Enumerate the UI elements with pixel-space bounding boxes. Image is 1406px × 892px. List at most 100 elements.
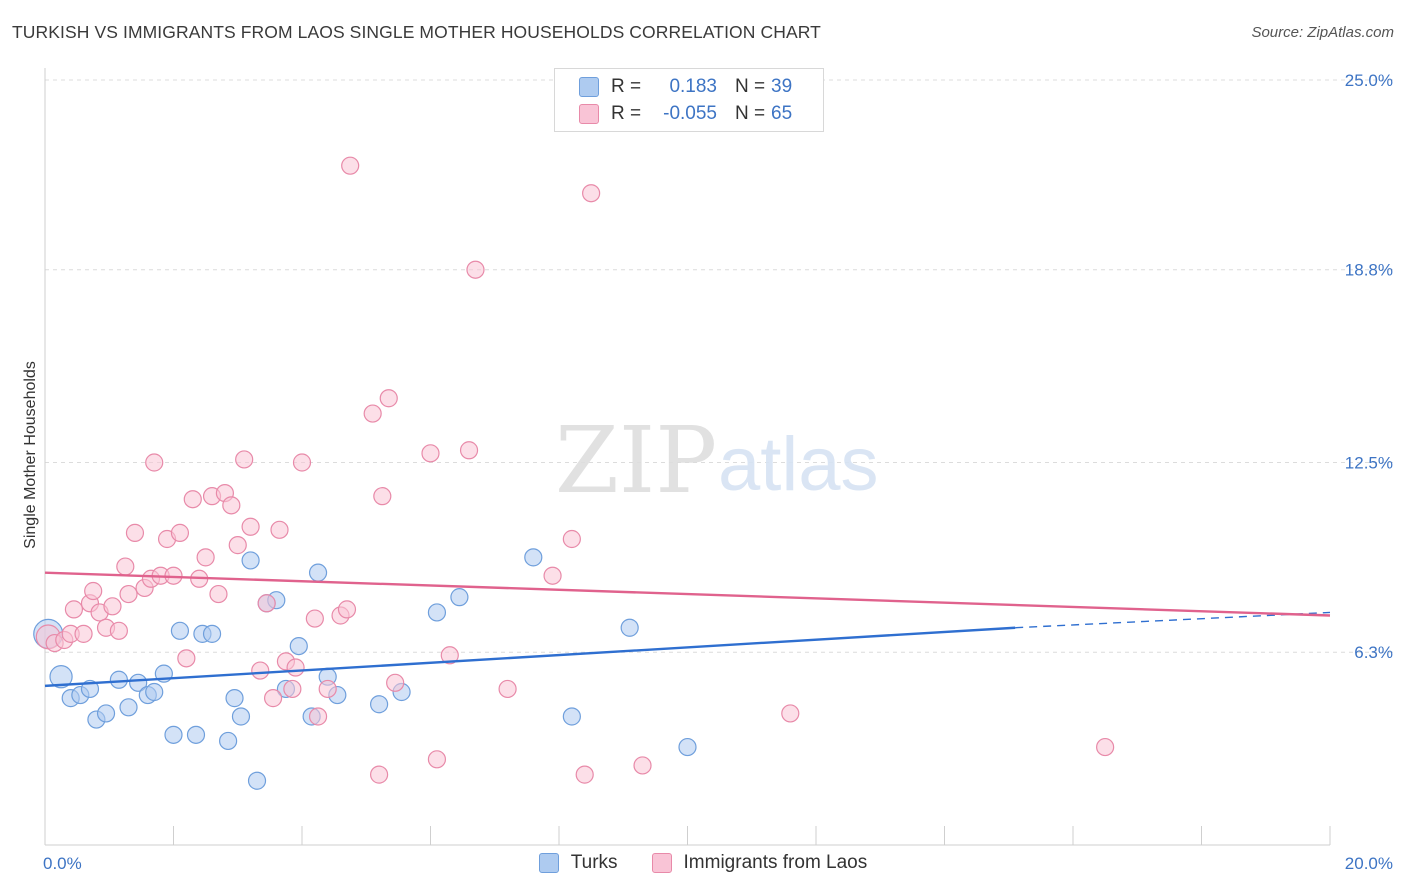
trend-lines [44,571,1331,688]
data-point-laos [337,600,357,619]
series-laos-points [35,156,1115,784]
data-point-turks [524,548,543,567]
x-tick-label: 20.0% [1345,854,1393,873]
legend-n-label: N = [735,103,766,124]
trend-line-turks [44,626,1016,688]
data-point-turks [219,731,238,751]
data-point-turks [678,737,697,757]
legend-n-value: 39 [771,76,793,97]
data-point-turks [145,682,164,702]
data-point-laos [270,520,289,539]
data-point-laos [283,679,302,699]
x-tick-label: 0.0% [43,854,82,873]
y-tick-label: 25.0% [1345,71,1393,90]
data-point-turks [308,563,328,582]
data-point-laos [386,673,405,692]
y-tick-label: 18.8% [1345,261,1393,280]
data-point-laos [562,529,581,549]
legend-item-laos[interactable]: Immigrants from Laos [651,852,868,874]
legend-n-value: 65 [771,103,793,124]
series-turks-points [33,548,697,790]
data-point-laos [257,594,276,613]
watermark-atlas: atlas [718,422,879,507]
data-point-laos [116,557,135,576]
data-point-laos [119,584,138,604]
y-tick-label: 12.5% [1345,454,1393,473]
legend-row-turks: R = 0.183 N = 39 [579,75,792,99]
data-point-laos [196,548,215,567]
data-point-laos [292,453,312,472]
data-point-turks [247,771,267,790]
data-point-laos [781,704,800,723]
data-point-turks [231,707,251,726]
legend-label-laos: Immigrants from Laos [683,852,868,873]
data-point-laos [251,661,270,680]
axis-labels: 6.3% 12.5% 18.8% 25.0% 0.0% 20.0% [43,71,1393,873]
data-point-laos [498,679,517,699]
data-point-turks [241,551,260,570]
data-point-turks [109,670,128,689]
data-point-laos [466,260,485,279]
data-point-turks [170,621,190,640]
chart-title: TURKISH VS IMMIGRANTS FROM LAOS SINGLE M… [12,22,821,42]
data-point-turks [186,725,206,744]
data-point-laos [363,404,382,423]
data-point-laos [305,609,324,628]
legend-swatch-turks [579,77,599,97]
legend-label-turks: Turks [570,852,618,873]
data-point-laos [427,750,447,769]
data-point-turks [370,695,389,714]
data-point-laos [575,765,594,784]
data-point-turks [96,704,116,723]
legend-swatch-laos [651,853,672,873]
stats-legend: R = 0.183 N = 39 R = -0.055 N = 65 [554,68,824,132]
data-point-laos [145,453,164,472]
data-point-turks [225,689,244,708]
data-point-laos [222,496,241,515]
trend-line-laos [44,571,1331,617]
series-legend: Turks Immigrants from Laos [0,852,1406,874]
y-axis-label: Single Mother Households [22,361,39,549]
data-point-laos [421,444,440,463]
data-point-laos [318,679,337,699]
legend-r-value: -0.055 [663,103,717,124]
data-point-turks [289,636,308,656]
data-point-laos [440,646,459,665]
legend-item-turks[interactable]: Turks [538,852,618,874]
data-point-laos [103,597,122,616]
data-point-laos [109,621,128,640]
trend-line-turks-extension [1015,611,1331,629]
data-point-laos [1096,737,1115,757]
legend-r-label: R = [611,103,642,124]
data-point-laos [84,581,103,601]
data-point-turks [164,725,183,744]
data-point-laos [370,765,389,784]
data-point-laos [286,658,305,677]
data-point-turks [202,624,222,643]
legend-r-value: 0.183 [669,76,717,97]
data-point-laos [228,536,247,555]
data-point-laos [183,490,202,509]
legend-row-laos: R = -0.055 N = 65 [579,102,792,126]
data-point-laos [543,566,562,585]
legend-r-label: R = [611,76,642,97]
data-point-laos [170,523,190,542]
data-point-turks [129,673,148,692]
data-point-laos [209,584,228,604]
legend-n-label: N = [735,76,766,97]
data-point-laos [263,689,283,708]
data-point-laos [341,156,360,175]
legend-swatch-laos [579,104,599,124]
axes [44,68,1331,846]
data-point-laos [241,517,260,536]
data-point-turks [562,707,581,726]
watermark: ZIP atlas [555,407,879,514]
data-point-laos [125,523,145,542]
data-point-turks [49,665,73,689]
data-point-laos [379,389,398,408]
data-point-laos [64,600,84,619]
data-point-laos [177,649,196,668]
watermark-zip: ZIP [555,407,717,514]
data-point-laos [459,441,479,460]
